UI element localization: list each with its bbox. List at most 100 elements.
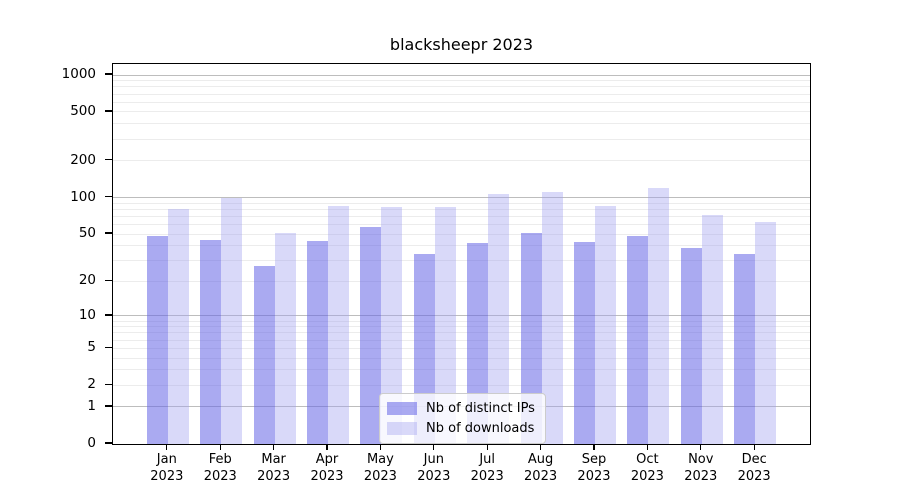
bar-distinct-ips-aug <box>520 232 542 444</box>
y-tick <box>105 73 112 75</box>
gridline-minor <box>113 339 810 341</box>
y-tick-label: 100 <box>70 188 96 205</box>
gridline-minor <box>113 138 810 140</box>
gridline-minor <box>113 245 810 247</box>
y-tick-label: 500 <box>70 102 96 119</box>
x-tick-label: Dec 2023 <box>737 452 771 484</box>
bar-distinct-ips-sep <box>573 241 595 444</box>
x-tick <box>700 445 702 450</box>
gridline-minor <box>113 260 810 262</box>
bar-distinct-ips-mar <box>253 266 275 444</box>
gridline-major <box>113 197 810 198</box>
bar-distinct-ips-nov <box>680 248 702 444</box>
gridline-minor <box>113 320 810 322</box>
y-tick-label: 1 <box>87 397 96 414</box>
bar-downloads-feb <box>221 197 243 444</box>
bar-downloads-jul <box>488 193 510 444</box>
y-tick <box>105 110 112 112</box>
x-tick <box>379 445 381 450</box>
x-tick <box>273 445 275 450</box>
y-tick <box>105 195 112 198</box>
y-tick <box>105 405 112 407</box>
gridline-minor <box>113 208 810 210</box>
x-tick-label: Nov 2023 <box>684 452 718 484</box>
gridline-minor <box>113 332 810 334</box>
legend-label-downloads: Nb of downloads <box>426 421 535 436</box>
bar-downloads-aug <box>541 191 563 444</box>
x-tick <box>219 445 221 450</box>
gridline-minor <box>113 326 810 328</box>
y-tick <box>105 314 112 316</box>
gridline-minor <box>113 202 810 204</box>
x-axis: Jan 2023 Feb 2023 Mar 2023 Apr 2023 May 2023… <box>112 445 811 495</box>
gridline-minor <box>113 215 810 217</box>
legend-swatch-downloads <box>387 422 417 435</box>
legend-item-downloads: Nb of downloads <box>387 421 535 436</box>
y-tick <box>105 346 112 348</box>
y-tick-label: 20 <box>78 272 96 289</box>
gridline-minor <box>113 384 810 386</box>
x-tick-label: Apr 2023 <box>310 452 344 484</box>
chart-title: blacksheepr 2023 <box>389 35 534 54</box>
y-tick <box>105 442 112 444</box>
x-tick <box>593 445 595 450</box>
gridline-major <box>113 74 810 76</box>
bar-downloads-nov <box>701 214 723 444</box>
gridline-minor <box>113 86 810 88</box>
bar-downloads-mar <box>274 232 296 444</box>
bar-distinct-ips-jan <box>146 236 168 444</box>
x-tick <box>539 445 542 450</box>
x-tick-label: Feb 2023 <box>203 452 237 484</box>
bar-distinct-ips-may <box>360 227 382 444</box>
bar-distinct-ips-apr <box>307 240 329 444</box>
bar-distinct-ips-oct <box>627 236 649 444</box>
gridline-minor <box>113 347 810 349</box>
gridline-minor <box>113 111 810 113</box>
x-tick-label: Mar 2023 <box>257 452 291 484</box>
x-tick-label: Jun 2023 <box>417 452 451 484</box>
y-tick-label: 200 <box>70 151 96 168</box>
gridline-minor <box>113 369 810 371</box>
y-tick-label: 5 <box>87 339 96 356</box>
bar-distinct-ips-feb <box>200 239 222 444</box>
gridline-minor <box>113 80 810 82</box>
gridline-minor <box>113 101 810 103</box>
x-tick-label: Jan 2023 <box>150 452 184 484</box>
gridline-minor <box>113 160 810 162</box>
bar-downloads-jun <box>434 207 456 444</box>
gridline-minor <box>113 93 810 95</box>
x-tick-label: May 2023 <box>363 452 397 484</box>
y-tick-label: 50 <box>78 225 96 241</box>
x-tick <box>646 445 648 450</box>
bar-distinct-ips-dec <box>734 254 756 444</box>
gridline-minor <box>113 357 810 359</box>
plot-area: Nb of distinct IPs Nb of downloads <box>112 63 811 445</box>
gridline-minor <box>113 123 810 125</box>
y-tick-label: 0 <box>87 435 96 451</box>
y-tick <box>105 159 112 161</box>
y-tick <box>105 279 112 281</box>
y-tick-label: 1000 <box>61 66 96 82</box>
bar-downloads-sep <box>594 206 616 444</box>
x-tick <box>753 445 755 450</box>
y-axis: 0 1 2 5 10 20 50 100 200 500 1000 <box>0 63 112 451</box>
bar-downloads-oct <box>648 187 670 444</box>
bar-downloads-apr <box>328 206 350 444</box>
bar-downloads-may <box>381 206 403 444</box>
y-tick <box>105 232 112 234</box>
bar-downloads-jan <box>167 209 189 444</box>
y-tick <box>105 383 112 385</box>
x-tick-label: Oct 2023 <box>630 452 664 484</box>
x-tick-label: Aug 2023 <box>524 452 558 484</box>
legend-label-distinct-ips: Nb of distinct IPs <box>426 401 535 416</box>
x-tick-label: Sep 2023 <box>577 452 611 484</box>
legend-item-distinct-ips: Nb of distinct IPs <box>387 401 535 416</box>
legend: Nb of distinct IPs Nb of downloads <box>379 393 546 444</box>
y-tick-label: 10 <box>78 306 96 323</box>
legend-swatch-distinct-ips <box>387 402 417 415</box>
x-tick <box>326 445 328 450</box>
x-tick <box>486 445 488 450</box>
gridline-minor <box>113 223 810 225</box>
y-tick-label: 2 <box>87 376 96 393</box>
